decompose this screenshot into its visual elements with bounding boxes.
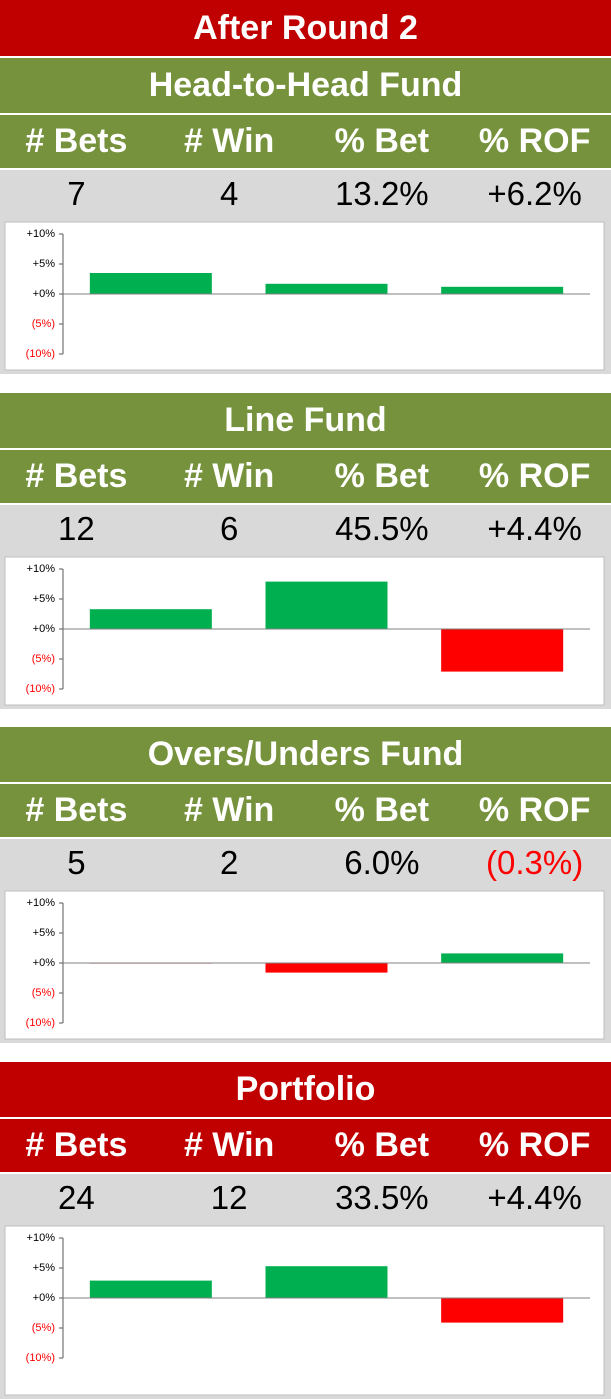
- column-header: # Bets: [25, 791, 128, 829]
- page-title: After Round 2: [0, 0, 611, 56]
- column-header: # Win: [183, 1126, 275, 1164]
- column-header: # Win: [183, 791, 275, 829]
- y-tick-label: +0%: [33, 623, 56, 635]
- y-tick-label: +10%: [27, 228, 56, 240]
- y-tick-label: +5%: [33, 1262, 56, 1274]
- y-tick-label: (10%): [26, 1017, 55, 1029]
- chart: +10% +5% +0% (5%) (10%): [0, 553, 611, 709]
- column-header: % Bet: [334, 457, 430, 495]
- column-header: % ROF: [478, 457, 591, 495]
- column-header: # Bets: [25, 457, 128, 495]
- section-title: Head-to-Head Fund: [0, 58, 611, 113]
- stat-values: 24 12 33.5% +4.4%: [0, 1174, 611, 1222]
- bar: [265, 963, 388, 973]
- stat-value: (0.3%): [486, 844, 584, 881]
- bar: [441, 286, 564, 294]
- y-tick-label: +10%: [27, 563, 56, 575]
- column-header: % Bet: [334, 791, 430, 829]
- y-tick-label: (5%): [32, 987, 55, 999]
- chart: +10% +5% +0% (5%) (10%): [0, 218, 611, 374]
- stat-value: 5: [67, 844, 86, 881]
- stat-value: 24: [58, 1179, 95, 1216]
- stat-value: 13.2%: [335, 175, 429, 212]
- column-header: # Win: [183, 122, 275, 160]
- stat-value: 45.5%: [335, 510, 429, 547]
- plot-area: [4, 221, 605, 371]
- stat-value: 4: [219, 175, 239, 212]
- y-tick-label: +5%: [33, 593, 56, 605]
- stat-value: +6.2%: [487, 175, 582, 212]
- column-header: % ROF: [478, 1126, 591, 1164]
- column-header: # Win: [183, 457, 275, 495]
- stat-value: 12: [58, 510, 95, 547]
- bar: [265, 283, 388, 294]
- chart: +10% +5% +0% (5%) (10%): [0, 887, 611, 1043]
- bar: [441, 1298, 564, 1323]
- chart: +10% +5% +0% (5%) (10%): [0, 1222, 611, 1399]
- stat-value: +4.4%: [487, 510, 582, 547]
- stat-values: 7 4 13.2% +6.2%: [0, 170, 611, 218]
- y-tick-label: (5%): [32, 653, 55, 665]
- stat-value: 6: [219, 510, 239, 547]
- stat-value: 2: [219, 844, 239, 881]
- column-header: % Bet: [334, 1126, 430, 1164]
- y-tick-label: (10%): [26, 1352, 55, 1364]
- stat-value: 33.5%: [335, 1179, 429, 1216]
- y-tick-label: (5%): [32, 318, 55, 330]
- column-header: # Bets: [25, 122, 128, 160]
- bar: [89, 609, 212, 629]
- y-tick-label: +10%: [27, 1232, 56, 1244]
- section-title: Line Fund: [0, 393, 611, 448]
- y-tick-label: +5%: [33, 258, 56, 270]
- y-tick-label: +10%: [27, 897, 56, 909]
- bar: [89, 1280, 212, 1298]
- y-tick-label: +0%: [33, 957, 56, 969]
- column-header: % Bet: [334, 122, 430, 160]
- stat-value: 12: [210, 1179, 248, 1216]
- bar: [441, 629, 564, 672]
- column-headers: # Bets # Win % Bet % ROF: [0, 784, 611, 837]
- column-header: % ROF: [478, 791, 591, 829]
- stat-value: +4.4%: [487, 1179, 582, 1216]
- stat-values: 12 6 45.5% +4.4%: [0, 505, 611, 553]
- column-headers: # Bets # Win % Bet % ROF: [0, 450, 611, 503]
- stat-value: 6.0%: [344, 844, 420, 881]
- stat-values: 5 2 6.0% (0.3%): [0, 839, 611, 887]
- bar: [441, 953, 564, 963]
- y-tick-label: +0%: [33, 1292, 56, 1304]
- y-tick-label: (5%): [32, 1322, 55, 1334]
- section-title: Overs/Unders Fund: [0, 727, 611, 782]
- y-tick-label: (10%): [26, 348, 55, 360]
- y-tick-label: +5%: [33, 927, 56, 939]
- bar: [265, 581, 388, 629]
- y-tick-label: +0%: [33, 288, 56, 300]
- column-headers: # Bets # Win % Bet % ROF: [0, 115, 611, 168]
- bar: [265, 1266, 388, 1298]
- stat-value: 7: [67, 175, 86, 212]
- column-header: # Bets: [25, 1126, 128, 1164]
- section-title: Portfolio: [0, 1062, 611, 1117]
- bar: [89, 273, 212, 294]
- column-headers: # Bets # Win % Bet % ROF: [0, 1119, 611, 1172]
- y-tick-label: (10%): [26, 683, 55, 695]
- column-header: % ROF: [478, 122, 591, 160]
